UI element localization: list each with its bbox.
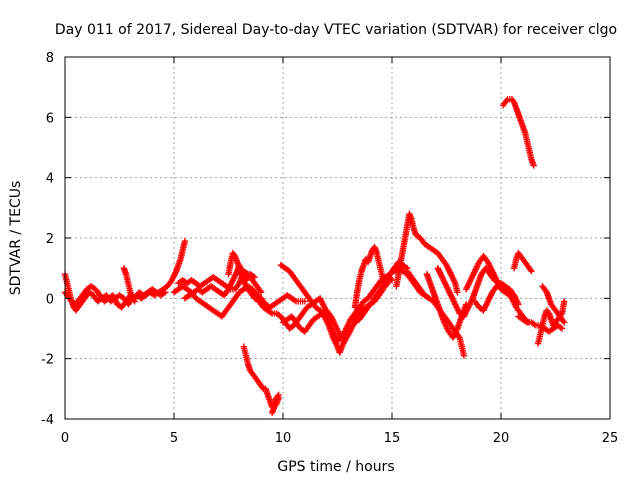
- data-point-interp: [267, 309, 274, 316]
- data-point-interp: [402, 263, 410, 271]
- x-tick-label: 25: [602, 431, 619, 446]
- x-tick-label: 5: [170, 431, 178, 446]
- data-point-interp: [522, 318, 529, 325]
- axis-ticks: [64, 56, 611, 420]
- y-tick-label: 2: [46, 232, 54, 247]
- data-point: [454, 289, 461, 296]
- data-point-interp: [531, 321, 538, 328]
- data-point: [131, 298, 138, 305]
- x-tick-label: 10: [275, 431, 292, 446]
- x-tick-labels: 0 5 10 15 20 25: [61, 431, 618, 446]
- data-point: [515, 301, 522, 308]
- data-point: [275, 394, 282, 402]
- y-tick-label: -2: [41, 353, 54, 368]
- x-axis-label: GPS time / hours: [277, 459, 394, 475]
- data-point: [181, 237, 189, 245]
- data-point: [301, 298, 308, 305]
- x-tick-label: 20: [493, 431, 510, 446]
- chart-title: Day 011 of 2017, Sidereal Day-to-day VTE…: [55, 22, 617, 38]
- data-point: [251, 274, 258, 281]
- data-point-interp: [160, 290, 168, 297]
- data-point: [258, 289, 265, 296]
- data-point: [561, 298, 568, 305]
- data-point: [162, 289, 169, 296]
- data-point-interp: [291, 297, 298, 304]
- grid: [65, 57, 610, 419]
- data-points: [61, 96, 568, 417]
- data-point: [388, 277, 396, 284]
- y-tick-label: 6: [46, 111, 54, 126]
- data-point: [460, 352, 468, 359]
- data-point: [561, 319, 568, 326]
- x-tick-label: 15: [384, 431, 401, 446]
- data-point: [528, 267, 535, 275]
- y-tick-label: 8: [46, 51, 54, 66]
- y-tick-label: 4: [46, 172, 54, 187]
- data-point-interp: [250, 273, 257, 280]
- x-tick-label: 0: [61, 431, 69, 446]
- data-point: [558, 325, 566, 332]
- y-axis-label: SDTVAR / TECUs: [8, 181, 24, 296]
- y-tick-label: -4: [41, 413, 54, 428]
- y-tick-label: 0: [46, 292, 54, 307]
- y-tick-labels: -4 -2 0 2 4 6 8: [41, 51, 54, 428]
- data-point-interp: [557, 324, 564, 331]
- data-point: [530, 162, 537, 169]
